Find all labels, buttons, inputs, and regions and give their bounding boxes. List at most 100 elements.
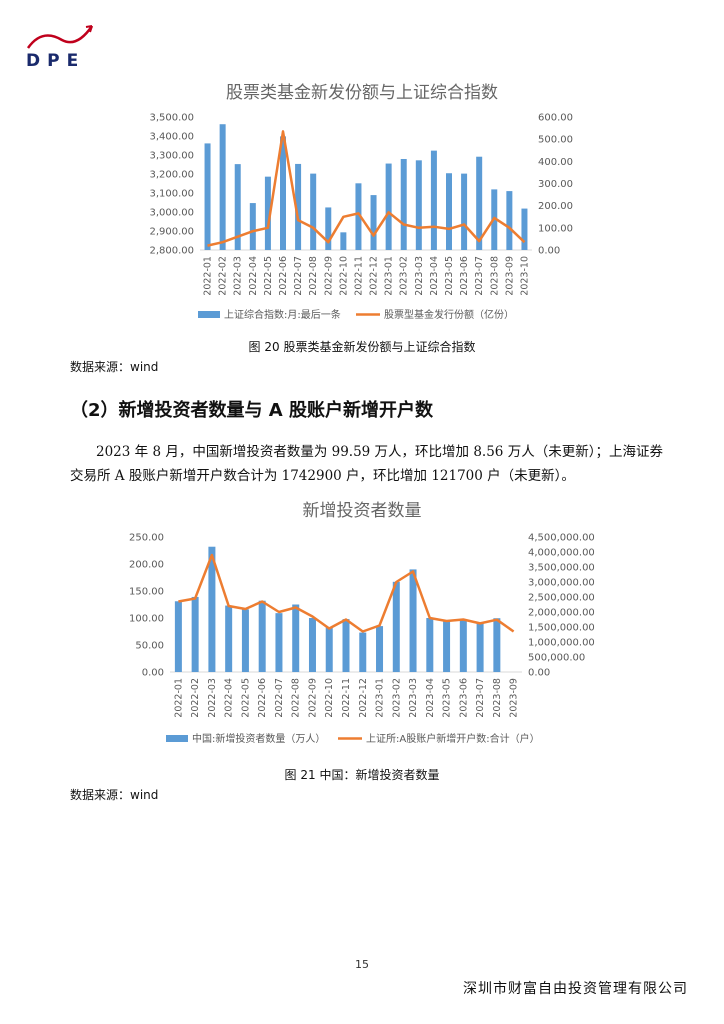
series-line [178,553,515,633]
bar [340,232,347,250]
bar [506,191,513,250]
chart1-source: 数据来源：wind [70,360,159,374]
bar [443,620,451,672]
right-axis-tick-label: 3,500,000.00 [528,563,595,574]
x-axis-tick-label: 2022-07 [274,678,285,718]
x-axis-tick-label: 2022-06 [278,256,289,296]
legend-bar-label: 上证综合指数:月:最后一条 [224,308,341,321]
x-axis-tick-label: 2022-06 [257,678,268,718]
right-axis-tick-label: 300.00 [538,179,573,190]
bar [370,195,377,250]
left-axis-tick-label: 3,300.00 [149,151,194,162]
x-axis-tick-label: 2023-10 [519,256,530,296]
right-axis-tick-label: 500.00 [538,135,573,146]
bar [308,618,316,672]
x-axis-tick-label: 2023-09 [504,256,515,296]
left-axis-tick-label: 250.00 [129,533,164,544]
x-axis-tick-label: 2022-02 [218,256,229,296]
legend-line-label: 股票型基金发行份额（亿份） [384,308,514,321]
right-axis-tick-label: 100.00 [538,223,573,234]
left-axis-tick-label: 3,400.00 [149,132,194,143]
logo-swoosh [26,25,94,49]
legend-bar-label: 中国:新增投资者数量（万人） [192,732,325,745]
bar [476,156,483,250]
x-axis-tick-label: 2022-04 [248,256,259,296]
bar [493,618,501,672]
right-axis-tick-label: 1,000,000.00 [528,638,595,649]
bar [355,183,362,250]
x-axis-tick-label: 2022-11 [353,256,364,296]
bar [400,158,407,250]
chart2: 0.00 50.00 100.00 150.00 200.00 250.00 0.00 500… [129,533,595,746]
bar [234,164,241,250]
section-paragraph: 2023 年 8 月，中国新增投资者数量为 99.59 万人，环比增加 8.56… [70,444,663,484]
x-axis-tick-label: 2022-12 [369,256,380,296]
bar [280,136,286,250]
bar [204,143,211,250]
right-axis-tick-label: 2,500,000.00 [528,593,595,604]
bar [258,600,266,672]
bar [409,569,417,672]
x-axis-tick-label: 2022-03 [207,678,218,718]
left-axis-tick-label: 0.00 [142,668,164,679]
x-axis-tick-label: 2023-04 [429,256,440,296]
bar [219,124,226,250]
x-axis-tick-label: 2023-08 [489,256,500,296]
x-axis-tick-label: 2022-09 [323,256,334,296]
bar [292,604,300,672]
left-axis-tick-label: 3,000.00 [149,208,194,219]
left-axis-tick-label: 150.00 [129,587,164,598]
bar [415,160,422,250]
x-axis-tick-label: 2023-01 [384,256,395,296]
bar [275,613,283,672]
chart1-title: 股票类基金新发份额与上证综合指数 [226,83,498,103]
chart2-title: 新增投资者数量 [302,501,422,521]
x-axis-tick-label: 2023-06 [458,678,469,718]
x-axis-tick-label: 2023-06 [459,256,470,296]
bar [359,632,367,672]
bar [459,619,467,672]
logo-text: DPE [26,51,85,70]
legend-bar-swatch [198,311,220,318]
chart2-source: 数据来源：wind [70,788,159,802]
legend-bar-swatch [166,735,188,742]
x-axis-tick-label: 2022-05 [263,256,274,296]
company-name: 深圳市财富自由投资管理有限公司 [463,981,688,997]
bar [385,163,392,250]
bar [430,150,437,250]
x-axis-tick-label: 2022-02 [190,678,201,718]
right-axis-tick-label: 4,000,000.00 [528,548,595,559]
bar [310,173,317,250]
series-line [207,130,526,247]
left-axis-tick-label: 2,800.00 [149,246,194,257]
right-axis-tick-label: 600.00 [538,113,573,124]
right-axis-tick-label: 0.00 [528,668,550,679]
x-axis-tick-label: 2022-10 [338,256,349,296]
x-axis-tick-label: 2023-02 [391,678,402,718]
chart1: 2,800.00 2,900.00 3,000.00 3,100.00 3,200.00… [149,113,573,322]
bar [376,626,384,672]
page-number: 15 [355,958,369,971]
right-axis-tick-label: 200.00 [538,201,573,212]
left-axis-tick-label: 100.00 [129,614,164,625]
bar [295,163,302,250]
x-axis-tick-label: 2023-08 [492,678,503,718]
logo-arrowhead [85,25,93,33]
x-axis-tick-label: 2023-07 [475,678,486,718]
right-axis-tick-label: 2,000,000.00 [528,608,595,619]
x-axis-tick-label: 2023-05 [444,256,455,296]
x-axis-tick-label: 2023-01 [375,678,386,718]
x-axis-tick-label: 2023-05 [442,678,453,718]
bar [191,596,199,672]
bar [342,619,350,672]
right-axis-tick-label: 400.00 [538,157,573,168]
chart1-caption: 图 20 股票类基金新发份额与上证综合指数 [248,340,476,354]
x-axis-tick-label: 2022-10 [324,678,335,718]
x-axis-tick-label: 2023-07 [474,256,485,296]
bar [521,208,528,250]
bar [174,601,182,672]
left-axis-tick-label: 3,200.00 [149,170,194,181]
right-axis-tick-label: 0.00 [538,246,560,257]
right-axis-tick-label: 3,000,000.00 [528,578,595,589]
left-axis-tick-label: 50.00 [135,641,164,652]
